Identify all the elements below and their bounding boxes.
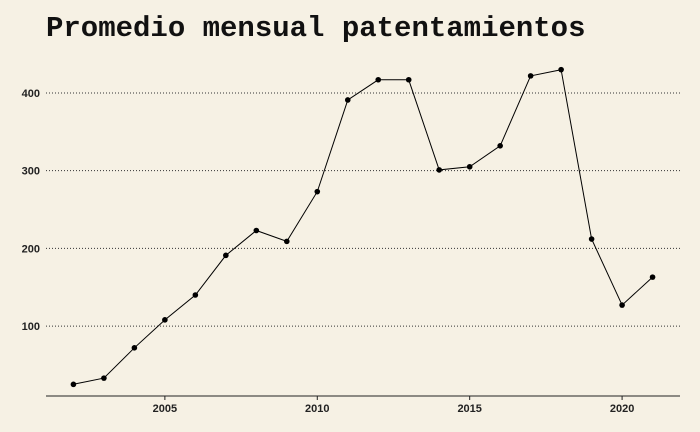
x-axis-ticks: 2005 2010 2015 2020 [153,396,634,415]
data-point-2011 [344,97,351,103]
data-point-2018 [558,66,564,73]
data-point-2021 [649,274,656,280]
data-point-2017 [527,73,534,79]
data-point-2007 [223,252,229,259]
data-point-2006 [192,292,199,298]
data-point-2020 [619,302,625,308]
y-axis-ticks: 100 200 300 400 [22,88,40,333]
data-point-2013 [405,76,412,83]
y-tick-label-400: 400 [22,88,40,100]
data-point-2008 [253,227,260,234]
y-tick-label-100: 100 [22,321,40,333]
data-point-2014 [436,167,443,173]
data-point-2009 [283,238,290,245]
x-tick-label-2015: 2015 [457,403,481,415]
data-point-2003 [101,375,107,381]
data-points [70,66,656,388]
y-tick-label-300: 300 [22,166,40,178]
x-tick-label-2005: 2005 [153,403,177,415]
data-point-2012 [375,76,382,83]
data-point-2019 [588,236,595,242]
series-line [73,69,653,385]
data-point-2016 [497,143,503,149]
data-point-2004 [131,345,138,351]
x-tick-label-2010: 2010 [305,403,329,415]
gridlines [46,92,680,327]
y-tick-label-200: 200 [22,243,40,255]
chart-title: Promedio mensual patentamientos [46,12,586,45]
data-point-2010 [314,188,321,195]
data-point-2002 [70,381,77,388]
data-point-2005 [162,317,168,323]
x-tick-label-2020: 2020 [610,403,634,415]
data-point-2015 [466,163,473,170]
